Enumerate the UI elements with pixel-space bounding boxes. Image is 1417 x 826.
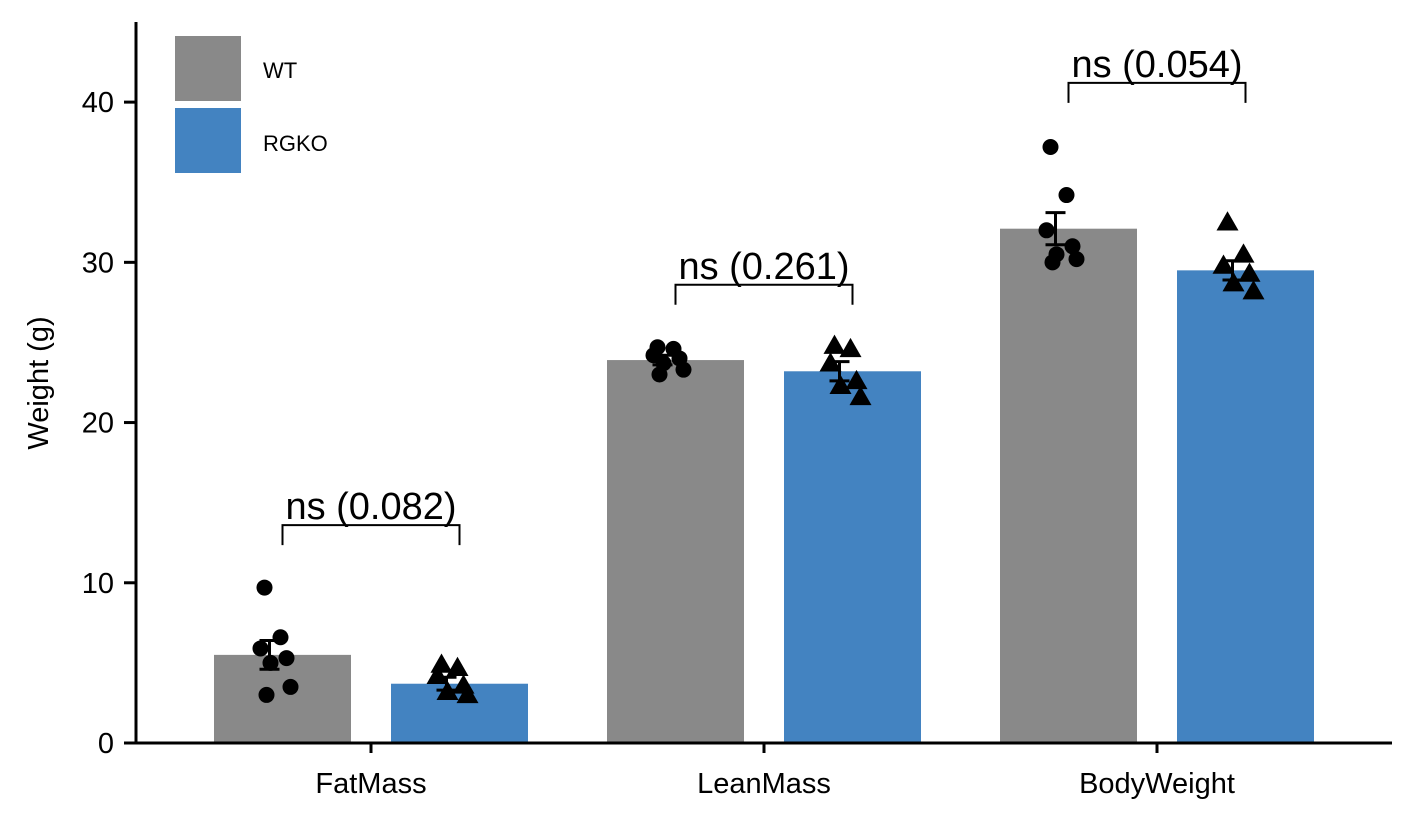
point-rgko-leanmass (823, 334, 846, 354)
point-wt-fatmass (278, 650, 295, 667)
y-tick-label-30: 30 (82, 247, 114, 279)
point-rgko-bodyweight (1216, 211, 1239, 231)
legend: WT RGKO (175, 36, 328, 173)
x-tick-label-bodyweight: BodyWeight (1079, 768, 1235, 800)
point-rgko-fatmass (436, 680, 459, 700)
legend-swatch-rgko (175, 108, 241, 173)
point-rgko-leanmass (829, 374, 852, 394)
point-wt-bodyweight (1058, 187, 1075, 204)
bar-rgko-leanmass (784, 371, 921, 743)
ticks-layer: FatMass LeanMass BodyWeight 0 10 20 30 40 (82, 87, 1235, 800)
significance-layer: ns (0.082) ns (0.261) ns (0.054) (281, 44, 1247, 546)
legend-label-wt: WT (263, 58, 297, 83)
point-wt-leanmass (651, 366, 668, 383)
point-rgko-leanmass (849, 385, 872, 406)
point-wt-fatmass (272, 629, 289, 646)
bar-rgko-fatmass (391, 683, 528, 743)
significance-bracket-bodyweight (1067, 81, 1247, 103)
bar-wt-leanmass (607, 360, 744, 743)
point-rgko-fatmass (426, 664, 449, 684)
significance-label-leanmass: ns (0.261) (678, 246, 849, 288)
significance-bracket-fatmass (281, 524, 461, 546)
point-rgko-bodyweight (1238, 262, 1261, 282)
point-wt-fatmass (252, 640, 269, 657)
bar-rgko-bodyweight (1177, 270, 1314, 743)
point-rgko-leanmass (839, 337, 862, 358)
point-rgko-fatmass (446, 656, 469, 676)
significance-bracket-leanmass (674, 283, 854, 305)
point-rgko-bodyweight (1222, 272, 1245, 292)
point-wt-bodyweight (1068, 251, 1085, 268)
y-tick-label-20: 20 (82, 408, 114, 440)
point-wt-fatmass (258, 686, 275, 703)
point-wt-bodyweight (1044, 254, 1061, 271)
point-rgko-bodyweight (1242, 280, 1265, 300)
y-tick-label-40: 40 (82, 87, 114, 119)
point-wt-leanmass (675, 361, 692, 378)
x-tick-label-fatmass: FatMass (315, 768, 426, 800)
significance-label-fatmass: ns (0.082) (285, 486, 456, 528)
x-tick-label-leanmass: LeanMass (697, 768, 831, 800)
y-axis-title: Weight (g) (23, 316, 55, 449)
point-wt-bodyweight (1064, 238, 1081, 255)
point-wt-bodyweight (1038, 222, 1055, 239)
point-wt-fatmass (282, 678, 299, 695)
point-wt-fatmass (262, 654, 279, 671)
y-tick-label-10: 10 (82, 568, 114, 600)
significance-label-bodyweight: ns (0.054) (1071, 44, 1242, 86)
point-wt-bodyweight (1042, 138, 1059, 155)
bar-wt-bodyweight (1000, 228, 1137, 744)
point-rgko-bodyweight (1212, 254, 1235, 274)
points-layer (252, 138, 1265, 704)
bars-layer (214, 228, 1314, 744)
point-rgko-bodyweight (1232, 243, 1255, 263)
point-rgko-fatmass (430, 653, 453, 673)
point-rgko-leanmass (845, 369, 868, 390)
legend-label-rgko: RGKO (263, 131, 328, 156)
bar-wt-fatmass (214, 654, 351, 743)
point-wt-fatmass (256, 579, 273, 596)
point-rgko-fatmass (456, 683, 479, 704)
y-tick-label-0: 0 (98, 728, 114, 760)
point-rgko-leanmass (819, 352, 842, 372)
legend-swatch-wt (175, 36, 241, 101)
